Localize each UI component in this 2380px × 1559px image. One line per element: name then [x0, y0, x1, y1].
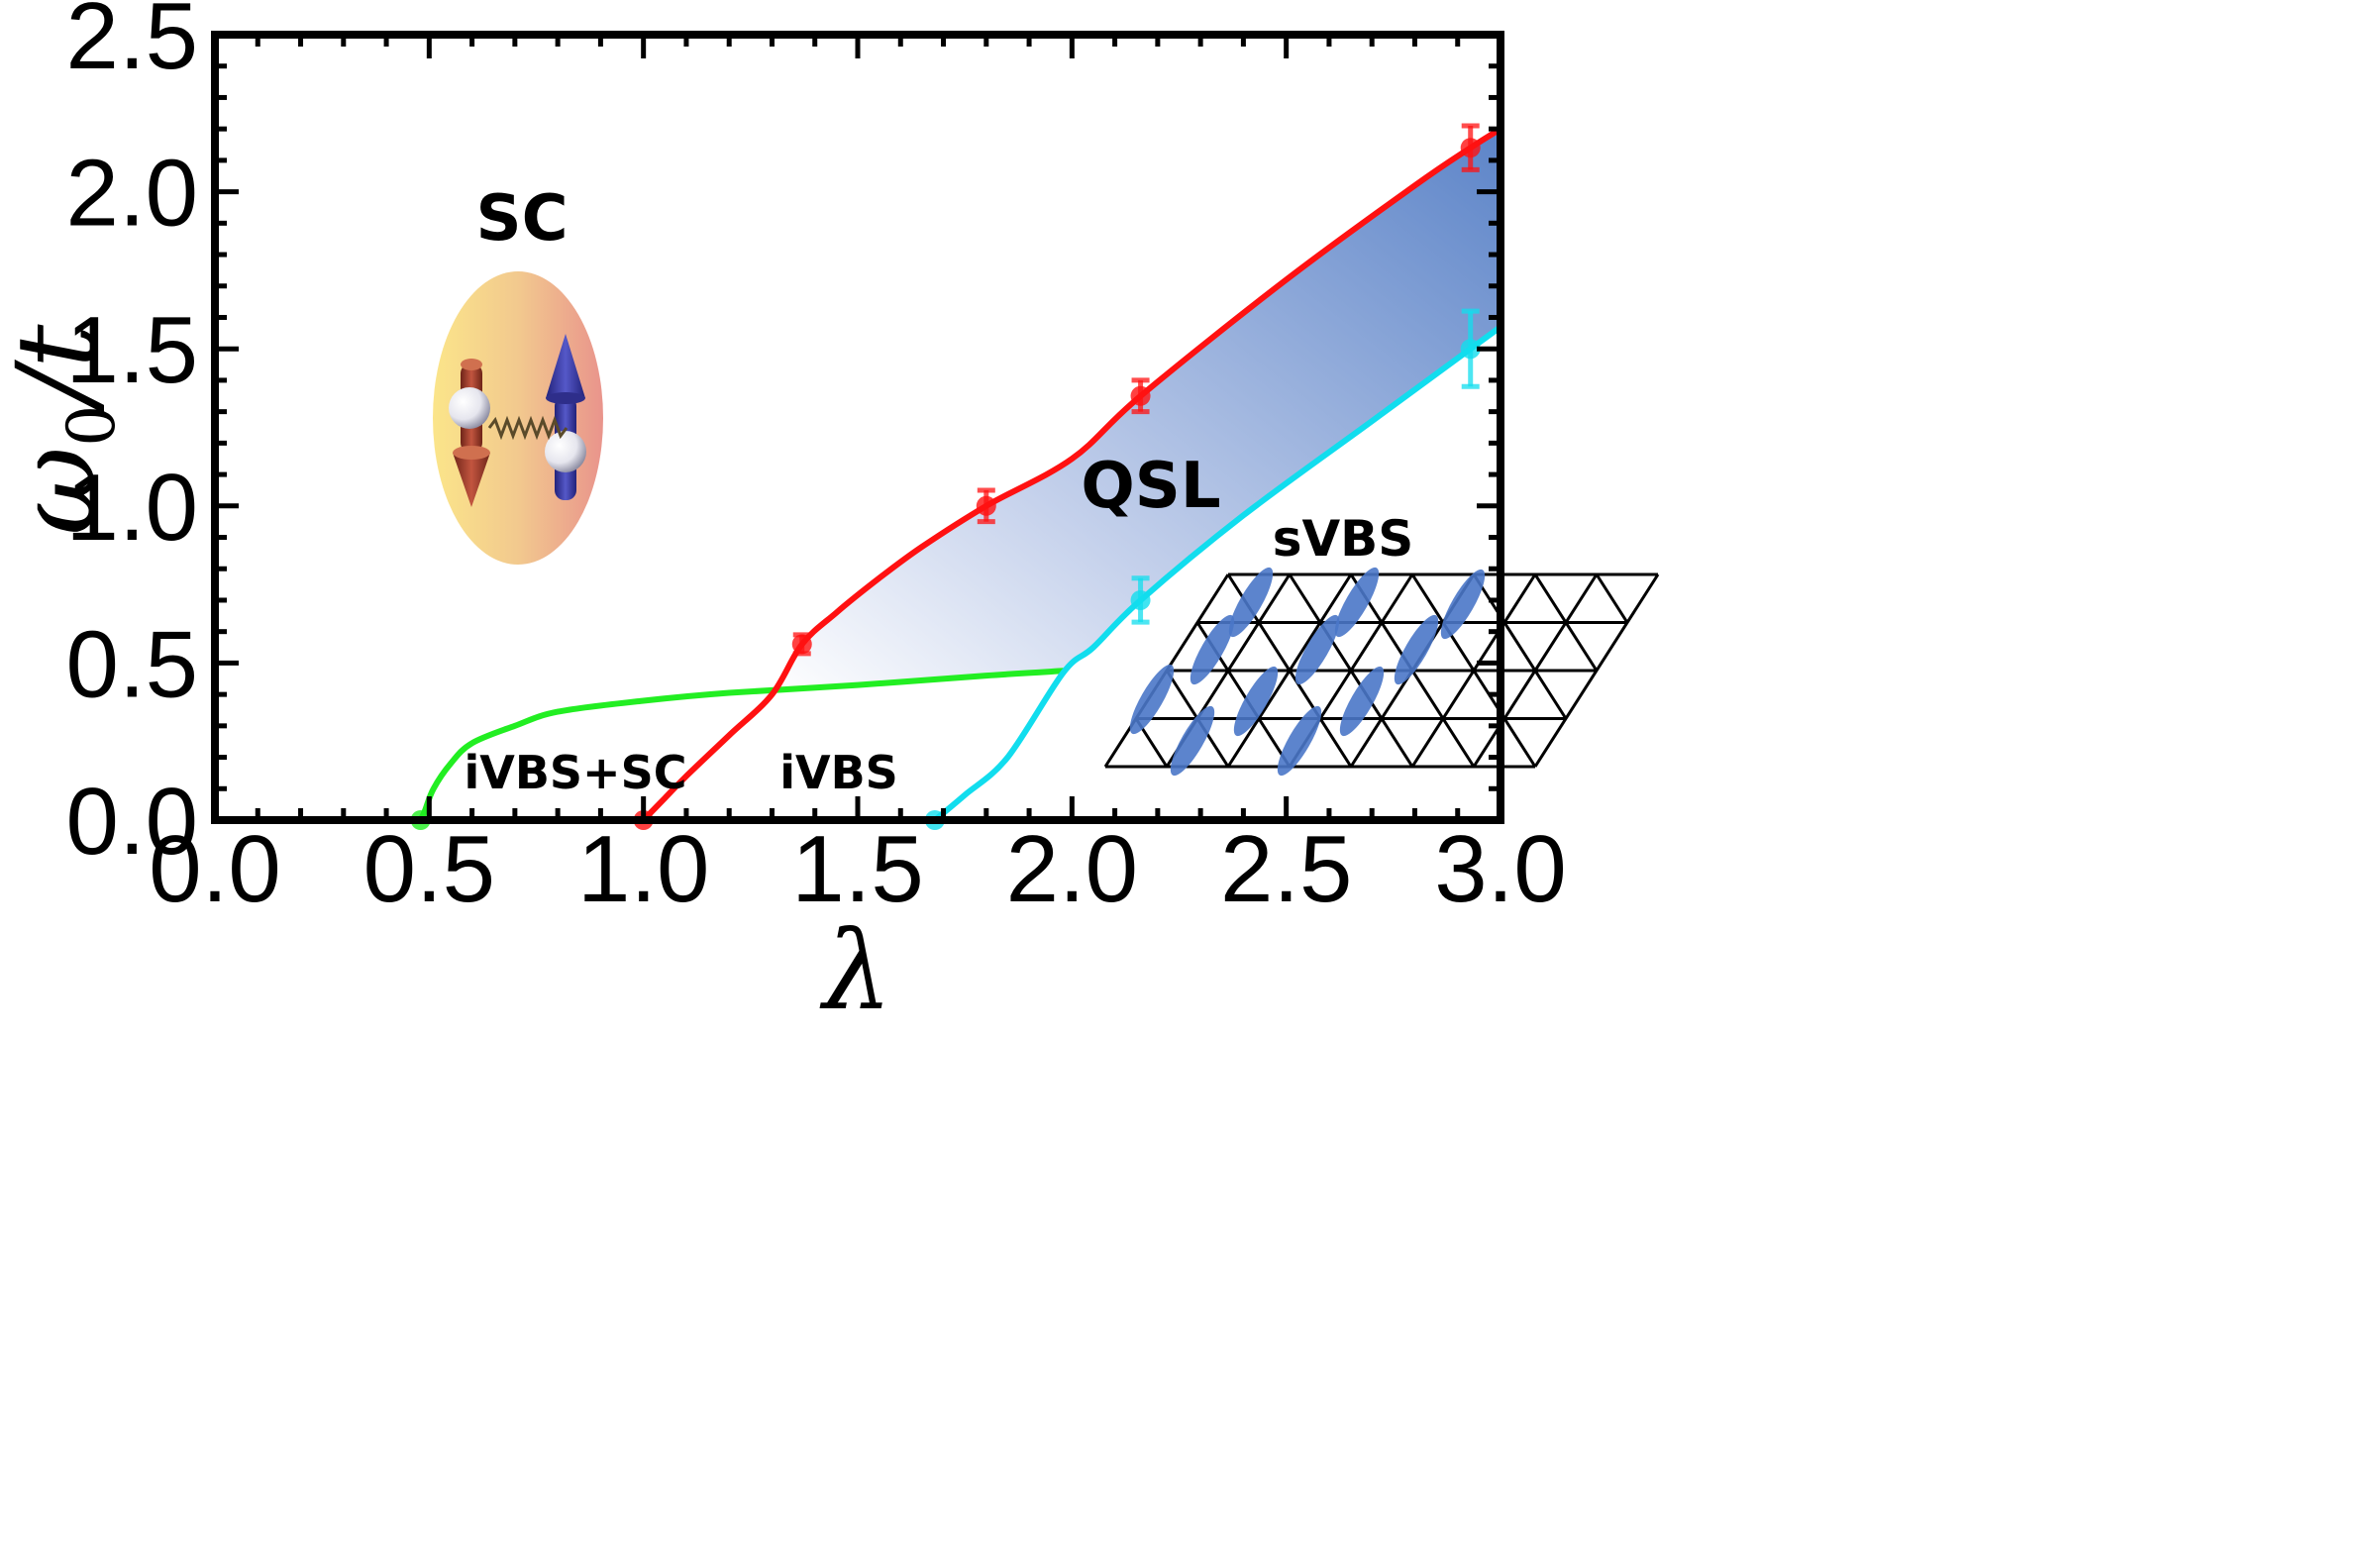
- y-tick-label: 0.5: [66, 611, 198, 717]
- cooper-pair-illustration: [433, 271, 603, 565]
- lattice-edge: [1533, 573, 1599, 672]
- x-tick-label: 0.5: [363, 816, 495, 922]
- y-axis-suffix: /t: [0, 324, 120, 414]
- y-tick-label: 2.5: [66, 0, 198, 89]
- svbs-lattice-illustration: [1103, 567, 1660, 777]
- x-tick-labels: 0.0 0.5 1.0 1.5 2.0 2.5 3.0: [149, 816, 1566, 922]
- data-point-2-1: [1130, 575, 1151, 625]
- label-ivbs-sc: iVBS+SC: [465, 746, 687, 799]
- y-tick-label: 0.0: [66, 769, 198, 875]
- y-tick-label: 2.0: [66, 141, 198, 247]
- x-axis-title: λ: [819, 907, 892, 1034]
- x-tick-label: 0.0: [149, 816, 280, 922]
- data-point-1-3: [1130, 377, 1151, 415]
- vbs-dimer: [1190, 614, 1235, 685]
- point-marker: [1460, 138, 1481, 158]
- vbs-dimer: [1394, 614, 1439, 685]
- label-ivbs: iVBS: [779, 746, 898, 799]
- x-tick-label: 3.0: [1434, 816, 1566, 922]
- vbs-dimer: [1294, 614, 1340, 685]
- data-point-1-1: [791, 632, 812, 657]
- vbs-dimer: [1170, 705, 1215, 777]
- series-line-1: [641, 126, 1502, 823]
- series-line-0: [417, 668, 1064, 822]
- data-point-1-4: [1460, 123, 1481, 172]
- label-qsl: QSL: [1081, 450, 1220, 523]
- point-marker: [1130, 589, 1151, 610]
- data-points: [410, 123, 1481, 830]
- lattice-edge: [1410, 573, 1537, 768]
- axis-ticks: [212, 32, 1503, 823]
- x-tick-label: 1.5: [791, 816, 923, 922]
- y-tick-label: 1.0: [66, 455, 198, 561]
- x-tick-label: 2.5: [1220, 816, 1352, 922]
- vbs-dimer: [1334, 567, 1380, 638]
- vbs-dimer: [1228, 567, 1274, 638]
- point-marker: [1460, 339, 1481, 360]
- vbs-dimer: [1440, 569, 1486, 640]
- point-marker: [1130, 385, 1151, 406]
- data-point-1-2: [976, 487, 996, 525]
- vbs-dimer: [1129, 664, 1175, 735]
- vbs-dimer: [1277, 705, 1322, 777]
- x-tick-label: 2.0: [1006, 816, 1138, 922]
- point-marker: [791, 634, 812, 655]
- lattice-edge: [1595, 573, 1629, 624]
- y-tick-labels: 0.0 0.5 1.0 1.5 2.0 2.5: [66, 0, 198, 875]
- vbs-dimer: [1233, 666, 1279, 737]
- lattice-edge: [1288, 573, 1414, 768]
- y-axis-symbol: ω: [0, 447, 120, 536]
- label-svbs: sVBS: [1273, 510, 1414, 568]
- y-axis-subscript: 0: [53, 405, 130, 447]
- svg-text:ω0/t: ω0/t: [0, 324, 130, 536]
- x-tick-label: 1.0: [577, 816, 709, 922]
- label-sc: SC: [475, 182, 568, 256]
- vbs-dimer: [1339, 666, 1385, 737]
- y-tick-label: 1.5: [66, 297, 198, 403]
- data-point-2-2: [1460, 308, 1481, 389]
- y-axis-title: ω0/t: [0, 324, 130, 536]
- point-marker: [976, 495, 996, 516]
